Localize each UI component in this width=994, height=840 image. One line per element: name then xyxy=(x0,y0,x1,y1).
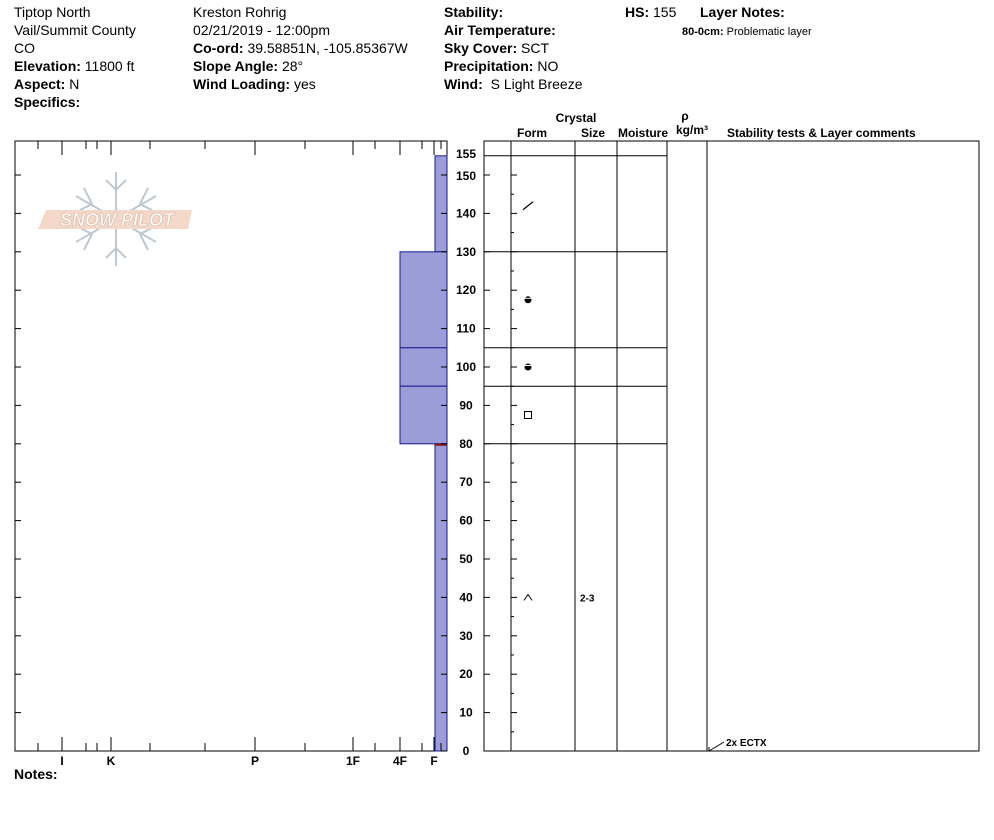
stability-tests-header: Stability tests & Layer comments xyxy=(727,126,916,140)
depth-label: 60 xyxy=(459,514,473,528)
depth-label: 150 xyxy=(456,169,476,183)
faceted-icon xyxy=(524,411,532,419)
wind-label: Wind: xyxy=(444,76,483,92)
hardness-label: K xyxy=(107,754,116,768)
sky-value: SCT xyxy=(521,40,550,56)
coord-label: Co-ord: xyxy=(193,40,244,56)
moisture-header: Moisture xyxy=(618,126,668,140)
grain-size-label: 2-3 xyxy=(580,593,595,604)
test-pointer xyxy=(708,741,725,752)
snowpilot-logo: SNOW PILOT xyxy=(38,172,192,266)
location-name: Tiptop North xyxy=(14,4,91,20)
elevation-value: 11800 ft xyxy=(84,58,135,74)
hardness-label: P xyxy=(251,754,259,768)
test-label: 2x ECTX xyxy=(726,738,767,749)
hs-value: 155 xyxy=(653,4,677,20)
depth-label: 40 xyxy=(459,590,473,604)
hardness-label: 4F xyxy=(393,754,407,768)
logo-banner xyxy=(38,210,192,229)
layer-note-depth: 80-0cm: xyxy=(682,26,724,38)
wind-loading-value: yes xyxy=(293,76,316,92)
hardness-label: F xyxy=(430,754,437,768)
depth-label: 20 xyxy=(459,667,473,681)
wind-value: S Light Breeze xyxy=(490,76,583,92)
aspect: Aspect: N xyxy=(14,76,79,92)
depth-label: 0 xyxy=(463,744,470,758)
precip-value: NO xyxy=(537,58,559,74)
depth-label: 100 xyxy=(456,360,476,374)
depth-label: 50 xyxy=(459,552,473,566)
form-header: Form xyxy=(517,126,547,140)
size-header: Size xyxy=(581,126,605,140)
hardness-plot-frame xyxy=(14,140,448,752)
wind: Wind: S Light Breeze xyxy=(444,76,582,92)
notes-label: Notes: xyxy=(14,766,58,782)
depth-label: 120 xyxy=(456,283,476,297)
test-pointer-arrow-icon xyxy=(708,747,714,752)
hardness-label: I xyxy=(60,754,63,768)
depth-label: 140 xyxy=(456,206,476,220)
precip-label: Precipitation: xyxy=(444,58,534,74)
logo-text: SNOW PILOT xyxy=(60,210,176,230)
hs: HS: 155 xyxy=(625,4,676,20)
specifics-label: Specifics: xyxy=(14,94,81,110)
rho-header: ρ xyxy=(681,109,688,123)
sky-label: Sky Cover: xyxy=(444,40,518,56)
region-name: Vail/Summit County xyxy=(14,22,136,38)
hs-label: HS: xyxy=(625,4,650,20)
layer-note-text: Problematic layer xyxy=(726,26,812,38)
aspect-value: N xyxy=(69,76,80,92)
layer-notes-label: Layer Notes: xyxy=(700,4,785,20)
state-name: CO xyxy=(14,40,35,56)
depth-label: 10 xyxy=(459,706,473,720)
layer-bar xyxy=(399,251,448,349)
sky-cover: Sky Cover: SCT xyxy=(444,40,549,56)
air-temp-label: Air Temperature: xyxy=(444,22,556,38)
layer-table-frame xyxy=(483,140,980,752)
stability-label: Stability: xyxy=(444,4,504,20)
depth-label: 30 xyxy=(459,629,473,643)
aspect-label: Aspect: xyxy=(14,76,66,92)
depth-label: 90 xyxy=(459,398,473,412)
depth-label: 130 xyxy=(456,245,476,259)
elevation: Elevation: 11800 ft xyxy=(14,58,134,74)
layer-bar xyxy=(399,385,448,445)
depth-label: 155 xyxy=(456,147,476,161)
rounded-faceted-icon xyxy=(524,296,532,304)
depth-label: 80 xyxy=(459,437,473,451)
slope-label: Slope Angle: xyxy=(193,58,279,74)
coordinates: Co-ord: 39.58851N, -105.85367W xyxy=(193,40,408,56)
crystal-header: Crystal xyxy=(556,111,597,125)
depth-label: 70 xyxy=(459,475,473,489)
coord-value: 39.58851N, -105.85367W xyxy=(247,40,408,56)
hardness-label: 1F xyxy=(346,754,360,768)
precipitation: Precipitation: NO xyxy=(444,58,558,74)
slope-value: 28° xyxy=(281,58,304,74)
depth-label: 110 xyxy=(456,322,476,336)
wind-loading: Wind Loading: yes xyxy=(193,76,316,92)
density-unit-header: kg/m³ xyxy=(676,123,708,137)
observation-datetime: 02/21/2019 - 12:00pm xyxy=(193,22,330,38)
decomposing-fragments-icon xyxy=(522,201,534,211)
layer-note: 80-0cm: Problematic layer xyxy=(682,24,812,40)
observer-name: Kreston Rohrig xyxy=(193,4,287,20)
layer-bar xyxy=(399,347,448,387)
elevation-label: Elevation: xyxy=(14,58,81,74)
slope-angle: Slope Angle: 28° xyxy=(193,58,303,74)
rounded-faceted-icon xyxy=(524,363,532,371)
wind-loading-label: Wind Loading: xyxy=(193,76,291,92)
layer-bar xyxy=(434,155,448,253)
depth-hoar-icon xyxy=(523,593,533,601)
